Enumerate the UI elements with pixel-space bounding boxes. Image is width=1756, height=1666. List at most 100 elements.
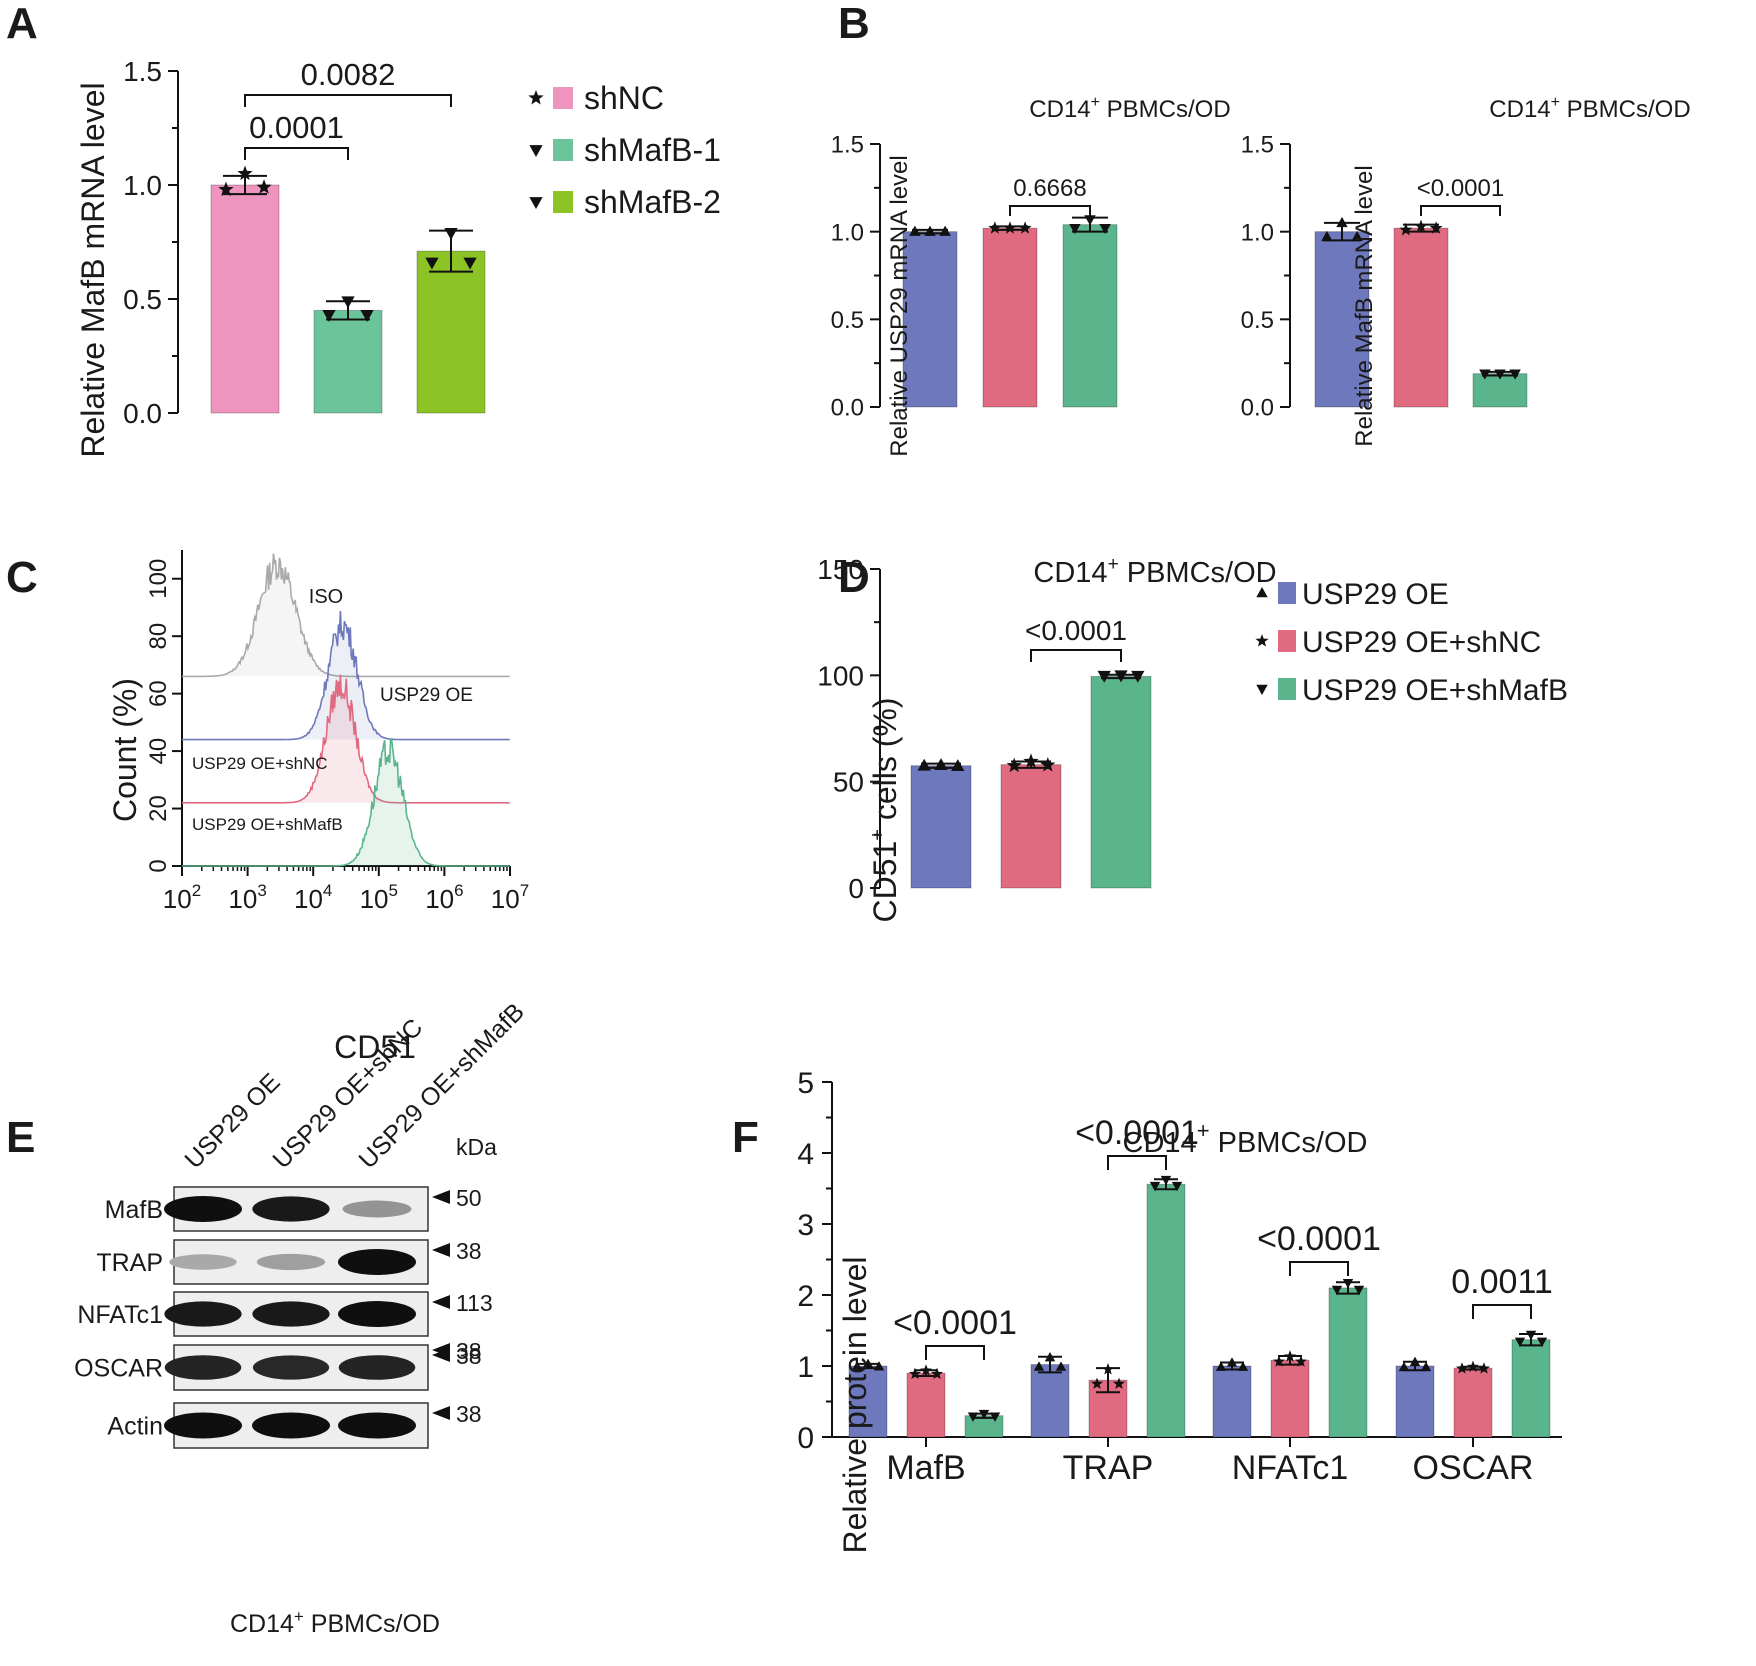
panel-d-legend: USP29 OE USP29 OE+shNC USP29 OE+shMafB <box>1255 578 1568 707</box>
panel-c-ylabel: Count (%) <box>107 678 143 822</box>
data-point <box>908 1367 922 1380</box>
legend-label: shNC <box>584 80 664 116</box>
data-point <box>1525 1330 1537 1341</box>
data-point <box>1294 1355 1308 1367</box>
legend-swatch <box>553 191 573 213</box>
blot-footer: CD14+ PBMCs/OD <box>230 1607 440 1638</box>
data-point <box>924 225 936 236</box>
bar <box>1393 227 1449 408</box>
y-tick-label: 3 <box>797 1209 814 1242</box>
y-tick-label: 80 <box>145 623 172 650</box>
data-point <box>851 1361 863 1371</box>
y-tick-label: 1.5 <box>1241 132 1274 159</box>
kda-marker-arrow <box>432 1295 450 1309</box>
x-tick-label: 103 <box>228 881 266 914</box>
y-tick-label: 60 <box>145 680 172 707</box>
panel-label-c: C <box>6 553 38 602</box>
data-point <box>1114 670 1128 683</box>
panel-f-title: CD14+ PBMCs/OD <box>1123 1118 1368 1159</box>
bar <box>1090 675 1152 889</box>
legend-swatch <box>1278 582 1296 604</box>
data-point <box>1429 221 1443 234</box>
y-tick-label: 20 <box>145 795 172 822</box>
y-tick-label: 0.5 <box>123 284 162 315</box>
significance-bracket <box>925 1345 985 1360</box>
x-tick-label: MafB <box>886 1449 965 1487</box>
data-point <box>1494 369 1506 380</box>
data-point <box>1055 1361 1067 1371</box>
data-point <box>862 1358 874 1368</box>
histogram-fill <box>182 674 510 803</box>
x-tick-label: NFATc1 <box>1232 1449 1349 1487</box>
data-point <box>1160 1175 1172 1186</box>
blot-band <box>164 1412 242 1439</box>
panel-c-xlabel: CD51 <box>334 1029 416 1065</box>
y-tick-label: 1.0 <box>831 219 864 246</box>
kda-marker-label: 38 <box>456 1338 482 1364</box>
data-point <box>1342 1278 1354 1289</box>
histogram-series-label: USP29 OE+shNC <box>192 754 328 773</box>
data-point <box>873 1361 885 1371</box>
data-point <box>1420 1361 1432 1372</box>
bar <box>416 250 486 414</box>
kda-marker-label: 50 <box>456 1185 482 1211</box>
legend-swatch <box>1278 678 1296 700</box>
data-point <box>1006 757 1022 773</box>
histogram-line <box>182 610 510 741</box>
legend-label: shMafB-2 <box>584 184 721 220</box>
data-point <box>1069 223 1081 235</box>
data-point <box>978 1409 990 1420</box>
legend-marker <box>528 89 544 105</box>
data-point <box>1414 219 1428 232</box>
y-tick-label: 0.0 <box>123 398 162 429</box>
panel-b-left-ylabel: Relative USP29 mRNA level <box>886 155 913 456</box>
panel-label-f: F <box>732 1113 759 1162</box>
blot-band <box>252 1301 330 1327</box>
blot-band <box>338 1412 416 1439</box>
blot-row-label: NFATc1 <box>77 1301 163 1329</box>
panel-f-chart: 0 1 2 3 4 5 MafB TRAP NFATc1 OSCAR <0.0001 <0.0001 <… <box>797 1067 1562 1487</box>
y-tick-label: 0 <box>797 1422 814 1455</box>
panel-b-left-title: CD14+ PBMCs/OD <box>1029 94 1230 123</box>
data-point <box>1131 670 1145 683</box>
data-point <box>1398 1361 1410 1372</box>
legend-label: USP29 OE+shNC <box>1302 626 1541 659</box>
blot-band <box>338 1301 416 1327</box>
blot-band <box>164 1301 242 1327</box>
blot-band <box>256 1253 326 1271</box>
data-point <box>1272 1355 1286 1367</box>
data-point <box>1112 1377 1126 1389</box>
significance-bracket <box>1420 205 1501 216</box>
x-tick-label: 105 <box>360 881 398 914</box>
data-point <box>1215 1361 1227 1371</box>
legend-marker <box>529 145 543 157</box>
significance-bracket <box>1289 1261 1349 1276</box>
data-point <box>1509 369 1521 380</box>
y-tick-label: 0.5 <box>831 307 864 334</box>
blot-band <box>169 1254 237 1270</box>
data-point <box>1336 216 1348 228</box>
panel-b-right-title: CD14+ PBMCs/OD <box>1489 94 1690 123</box>
kda-marker-arrow <box>432 1243 450 1257</box>
data-point <box>463 257 477 270</box>
p-value-label: 0.6668 <box>1013 175 1086 202</box>
data-point <box>1099 223 1111 235</box>
data-point <box>988 221 1002 234</box>
panel-b-right-ylabel: Relative MafB mRNA level <box>1351 165 1378 446</box>
blot-band <box>164 1196 242 1222</box>
panel-f-ylabel: Relative protein level <box>837 1256 873 1553</box>
data-point <box>425 257 439 270</box>
data-point <box>1479 369 1491 380</box>
p-value-label: 0.0001 <box>249 110 344 145</box>
panel-a-ylabel: Relative MafB mRNA level <box>75 82 111 457</box>
legend-label: shMafB-1 <box>584 132 721 168</box>
y-tick-label: 1.5 <box>123 56 162 87</box>
significance-bracket <box>1030 649 1122 662</box>
kda-marker-arrow <box>432 1348 450 1362</box>
bar <box>906 1372 946 1438</box>
kda-marker-label: 38 <box>456 1238 482 1264</box>
data-point <box>1003 221 1017 234</box>
blot-band <box>164 1355 242 1380</box>
panel-b-right-chart: 0.0 0.5 1.0 1.5 <0.0001 <box>1241 132 1528 422</box>
